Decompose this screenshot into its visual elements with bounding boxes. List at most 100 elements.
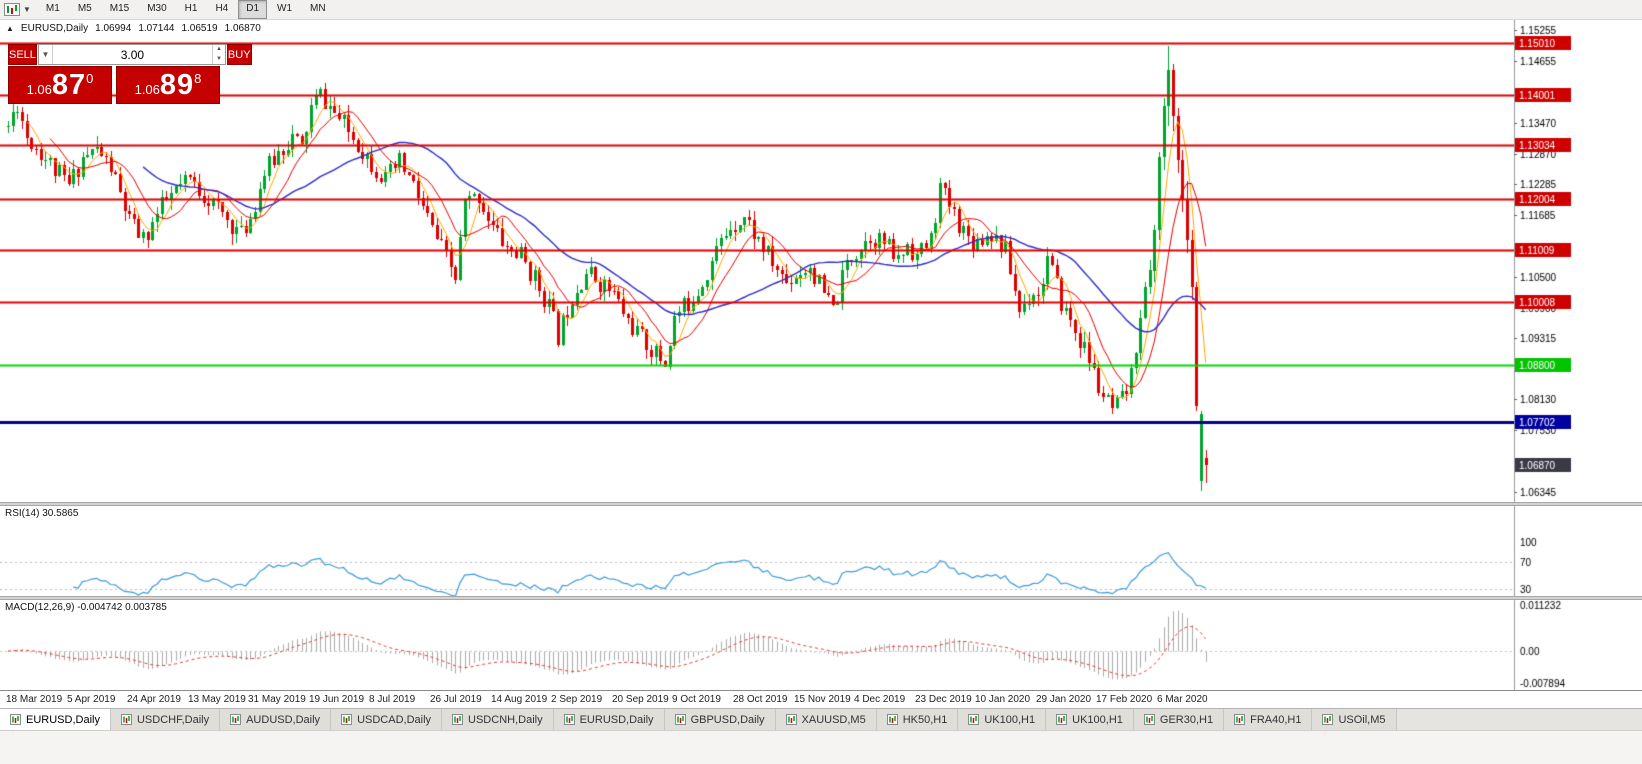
- chevron-down-icon[interactable]: ▼: [23, 5, 31, 14]
- buy-button[interactable]: BUY: [226, 44, 252, 65]
- chart-tab-icon: [563, 714, 575, 725]
- time-axis-label: 24 Apr 2019: [127, 694, 181, 705]
- sell-price[interactable]: 1.06 87 0: [8, 66, 112, 104]
- pane-splitter[interactable]: [0, 502, 1642, 506]
- time-axis-label: 13 May 2019: [188, 694, 246, 705]
- chart-tab-xauusd-m5[interactable]: XAUUSD,M5: [775, 709, 877, 730]
- chart-tab-usdcad-daily[interactable]: USDCAD,Daily: [331, 709, 443, 730]
- chart-tabs: EURUSD,Daily USDCHF,Daily AUDUSD,Daily USDC…: [0, 708, 1642, 730]
- chart-window-icon[interactable]: [4, 3, 20, 16]
- timeframe-button-m15[interactable]: M15: [109, 3, 130, 14]
- timeframe-button-m30[interactable]: M30: [147, 3, 167, 14]
- chart-tab-eurusd-daily[interactable]: EURUSD,Daily: [553, 709, 665, 730]
- time-axis-label: 10 Jan 2020: [975, 694, 1031, 705]
- chart-tab-label: EURUSD,Daily: [26, 713, 100, 726]
- chart-tab-icon: [120, 714, 132, 725]
- chart-symbol-title: EURUSD,Daily: [20, 23, 89, 34]
- chart-tab-ger30-h1[interactable]: GER30,H1: [1133, 709, 1225, 730]
- chart-tab-icon: [1234, 714, 1246, 725]
- time-axis-label: 4 Dec 2019: [854, 694, 906, 705]
- macd-label: MACD(12,26,9) -0.004742 0.003785: [5, 602, 167, 613]
- chart-tab-icon: [10, 714, 21, 725]
- timeframe-button-h4[interactable]: H4: [215, 3, 229, 14]
- ohlc-low: 1.06519: [181, 23, 218, 34]
- timeframe-button-w1[interactable]: W1: [277, 3, 293, 14]
- volume-increase-icon[interactable]: ▲: [215, 46, 222, 52]
- timeframe-buttons: M1 M5 M15 M30 H1 H4 D1 W1 MN: [37, 0, 335, 19]
- chart-tab-label: USDCAD,Daily: [357, 713, 432, 726]
- rsi-canvas[interactable]: [0, 506, 1642, 596]
- chart-tab-label: USOil,M5: [1338, 713, 1386, 726]
- time-axis-label: 9 Oct 2019: [672, 694, 721, 705]
- sell-button[interactable]: SELL: [8, 44, 37, 65]
- chart-tab-uk100-h1[interactable]: UK100,H1: [958, 709, 1047, 730]
- time-axis-label: 20 Sep 2019: [612, 694, 669, 705]
- chart-tab-label: UK100,H1: [1072, 713, 1123, 726]
- volume-dropdown-icon[interactable]: ▼: [39, 45, 53, 64]
- chart-title: ▲ EURUSD,Daily 1.06994 1.07144 1.06519 1…: [6, 23, 261, 34]
- time-axis-label: 17 Feb 2020: [1096, 694, 1153, 705]
- macd-canvas[interactable]: [0, 600, 1642, 690]
- chart-tab-usoil-m5[interactable]: USOil,M5: [1312, 709, 1397, 730]
- time-axis-label: 18 Mar 2019: [6, 694, 63, 705]
- macd-pane: MACD(12,26,9) -0.004742 0.003785: [0, 600, 1642, 690]
- chart-tab-usdcnh-daily[interactable]: USDCNH,Daily: [442, 709, 554, 730]
- buy-price-prefix: 1.06: [134, 82, 160, 97]
- buy-price[interactable]: 1.06 89 8: [116, 66, 220, 104]
- time-axis-label: 28 Oct 2019: [733, 694, 788, 705]
- rsi-pane: RSI(14) 30.5865: [0, 506, 1642, 596]
- chart-tab-icon: [674, 714, 686, 725]
- timeframe-button-mn[interactable]: MN: [310, 3, 326, 14]
- chart-tab-icon: [785, 714, 797, 725]
- chart-tab-icon: [968, 714, 980, 725]
- status-bar: [0, 730, 1642, 764]
- volume-input[interactable]: [52, 45, 212, 64]
- panel-collapse-icon[interactable]: ▲: [6, 24, 14, 33]
- chart-tab-icon: [1322, 714, 1334, 725]
- time-axis-label: 14 Aug 2019: [491, 694, 548, 705]
- chart-tab-icon: [452, 714, 464, 725]
- one-click-trade-panel: SELL ▼ ▲ ▼ BUY 1.06 87 0 1: [8, 44, 252, 104]
- chart-tab-gbpusd-daily[interactable]: GBPUSD,Daily: [664, 709, 776, 730]
- pane-splitter[interactable]: [0, 596, 1642, 600]
- chart-tab-uk100-h1[interactable]: UK100,H1: [1046, 709, 1134, 730]
- ohlc-high: 1.07144: [138, 23, 175, 34]
- chart-tab-eurusd-daily[interactable]: EURUSD,Daily: [0, 709, 111, 730]
- time-axis-label: 6 Mar 2020: [1157, 694, 1208, 705]
- volume-field: ▼ ▲ ▼: [37, 44, 226, 65]
- time-axis-label: 29 Jan 2020: [1036, 694, 1092, 705]
- buy-price-big: 89: [159, 69, 195, 101]
- time-axis-label: 19 Jun 2019: [309, 694, 365, 705]
- ohlc-close: 1.06870: [224, 23, 261, 34]
- timeframe-button-d1[interactable]: D1: [238, 0, 268, 19]
- time-axis-label: 15 Nov 2019: [794, 694, 851, 705]
- time-axis[interactable]: 18 Mar 2019 5 Apr 2019 24 Apr 2019 13 May 2…: [0, 690, 1642, 708]
- chart-tab-hk50-h1[interactable]: HK50,H1: [876, 709, 959, 730]
- volume-decrease-icon[interactable]: ▼: [215, 55, 222, 62]
- sell-price-big: 87: [51, 69, 87, 101]
- sell-price-prefix: 1.06: [26, 82, 52, 97]
- chart-tab-fra40-h1[interactable]: FRA40,H1: [1224, 709, 1313, 730]
- timeframe-button-m1[interactable]: M1: [45, 3, 60, 14]
- chart-tab-icon: [230, 714, 242, 725]
- price-chart-canvas[interactable]: [0, 20, 1642, 502]
- chart-tab-label: EURUSD,Daily: [579, 713, 654, 726]
- volume-spinner: ▲ ▼: [211, 45, 225, 64]
- chart-tab-label: FRA40,H1: [1250, 713, 1302, 726]
- timeframe-button-m5[interactable]: M5: [77, 3, 92, 14]
- chart-tab-icon: [886, 714, 898, 725]
- candlestick-chart-icon: [4, 3, 20, 16]
- chart-tab-usdchf-daily[interactable]: USDCHF,Daily: [110, 709, 221, 730]
- chart-tab-label: AUDUSD,Daily: [246, 713, 321, 726]
- chart-tab-icon: [341, 714, 353, 725]
- chart-tab-audusd-daily[interactable]: AUDUSD,Daily: [220, 709, 332, 730]
- time-axis-label: 2 Sep 2019: [551, 694, 603, 705]
- time-axis-label: 8 Jul 2019: [369, 694, 416, 705]
- time-axis-label: 26 Jul 2019: [430, 694, 482, 705]
- buy-price-sup: 8: [194, 71, 202, 86]
- rsi-label: RSI(14) 30.5865: [5, 508, 79, 519]
- chart-tab-icon: [1143, 714, 1155, 725]
- timeframe-button-h1[interactable]: H1: [184, 3, 198, 14]
- chart-tab-label: USDCNH,Daily: [468, 713, 543, 726]
